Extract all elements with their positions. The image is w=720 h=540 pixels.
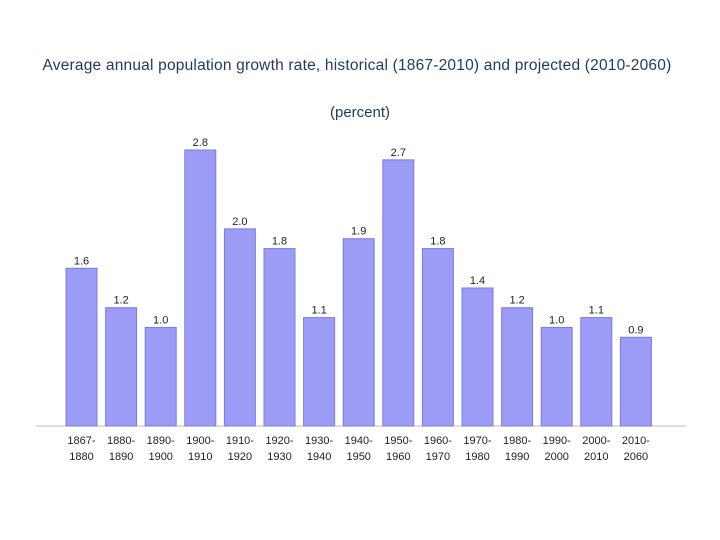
data-label-5: 1.8 xyxy=(272,236,287,248)
x-tick-label-1: 1880-1890 xyxy=(107,435,135,463)
x-tick-label-11: 1980-1990 xyxy=(503,435,531,463)
bar-10 xyxy=(461,287,494,427)
data-label-3: 2.8 xyxy=(193,137,208,149)
bar-3 xyxy=(184,149,217,427)
bar-14 xyxy=(619,336,652,427)
x-tick-label-7: 1940-1950 xyxy=(345,435,373,463)
x-tick-label-4: 1910-1920 xyxy=(226,435,254,463)
chart-subtitle: (percent) xyxy=(329,104,391,121)
data-label-13: 1.1 xyxy=(589,305,604,317)
data-label-8: 2.7 xyxy=(391,147,406,159)
bar-4 xyxy=(223,228,256,427)
x-tick-label-10: 1970-1980 xyxy=(463,435,491,463)
x-tick-label-9: 1960-1970 xyxy=(424,435,452,463)
chart-title: Average annual population growth rate, h… xyxy=(42,57,672,74)
data-label-10: 1.4 xyxy=(470,275,485,287)
x-tick-label-12: 1990-2000 xyxy=(543,435,571,463)
bar-6 xyxy=(303,317,336,427)
data-label-1: 1.2 xyxy=(113,295,128,307)
data-label-7: 1.9 xyxy=(351,226,366,238)
bar-13 xyxy=(580,317,613,427)
x-tick-label-2: 1890-1900 xyxy=(147,435,175,463)
bar-12 xyxy=(540,326,573,427)
data-label-9: 1.8 xyxy=(430,236,445,248)
data-label-11: 1.2 xyxy=(509,295,524,307)
data-label-2: 1.0 xyxy=(153,314,168,326)
data-label-0: 1.6 xyxy=(74,255,89,267)
bar-9 xyxy=(421,248,454,427)
bar-2 xyxy=(144,326,177,427)
x-tick-label-13: 2000-2010 xyxy=(582,435,610,463)
x-tick-label-5: 1920-1930 xyxy=(265,435,293,463)
bar-7 xyxy=(342,238,375,427)
data-label-12: 1.0 xyxy=(549,314,564,326)
data-label-4: 2.0 xyxy=(232,216,247,228)
x-tick-label-0: 1867-1880 xyxy=(67,435,95,463)
x-tick-label-8: 1950-1960 xyxy=(384,435,412,463)
bar-11 xyxy=(501,307,534,427)
x-tick-label-3: 1900-1910 xyxy=(186,435,214,463)
bar-1 xyxy=(105,307,138,427)
bar-0 xyxy=(65,267,98,427)
x-tick-label-14: 2010-2060 xyxy=(622,435,650,463)
x-tick-label-6: 1930-1940 xyxy=(305,435,333,463)
data-label-6: 1.1 xyxy=(311,305,326,317)
data-label-14: 0.9 xyxy=(628,324,643,336)
bar-5 xyxy=(263,248,296,427)
bar-8 xyxy=(382,159,415,427)
